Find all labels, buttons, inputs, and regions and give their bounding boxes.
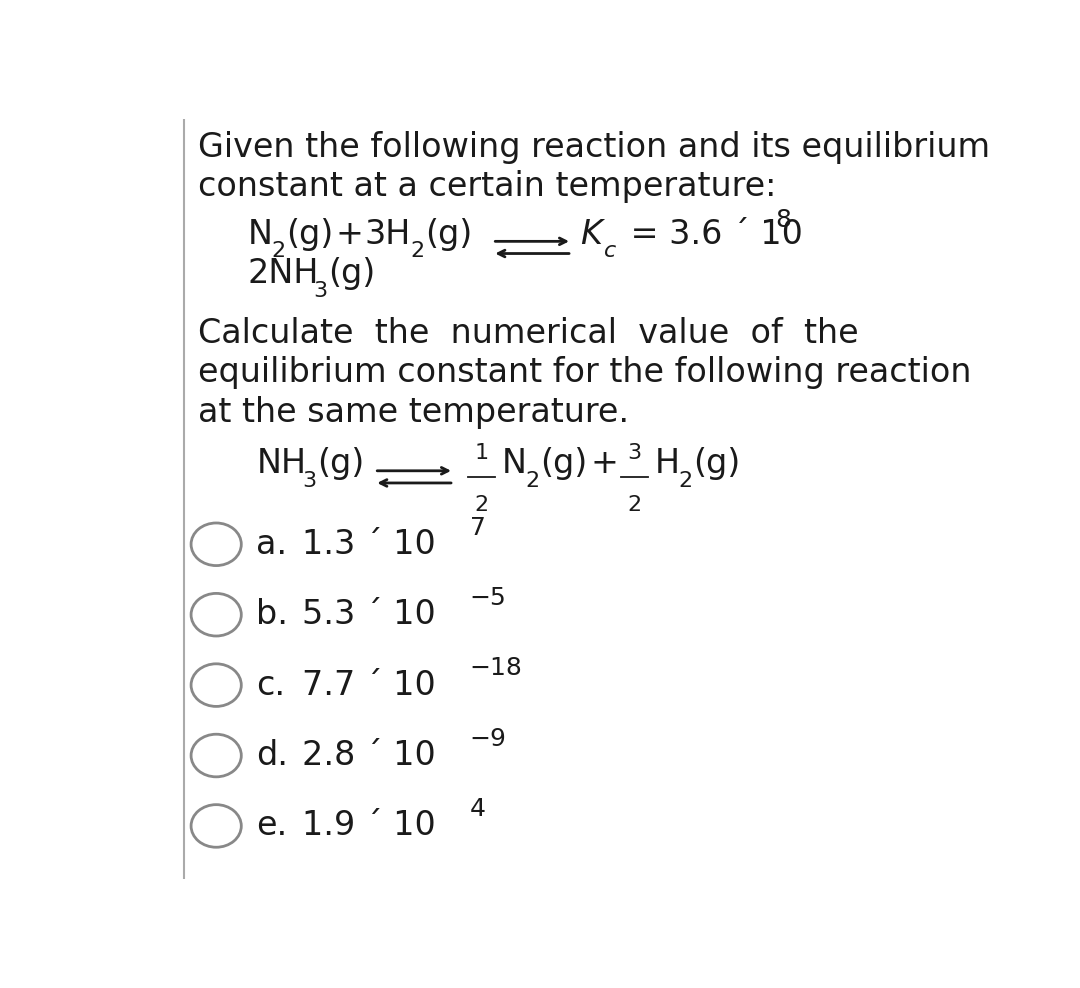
Text: constant at a certain temperature:: constant at a certain temperature: <box>198 170 777 204</box>
Text: 3: 3 <box>302 470 316 491</box>
Text: +: + <box>335 217 363 251</box>
Text: (g): (g) <box>286 217 334 251</box>
Text: 8: 8 <box>775 207 792 232</box>
Text: a.: a. <box>256 528 287 561</box>
Text: Given the following reaction and its equilibrium: Given the following reaction and its equ… <box>198 130 990 164</box>
Text: 2: 2 <box>474 495 488 515</box>
Text: c.: c. <box>256 669 285 701</box>
Text: 2: 2 <box>678 470 692 491</box>
Text: NH: NH <box>256 448 307 480</box>
Text: 3: 3 <box>313 281 327 301</box>
Text: d.: d. <box>256 739 288 772</box>
Text: at the same temperature.: at the same temperature. <box>198 395 629 429</box>
Text: −5: −5 <box>470 586 507 610</box>
Text: c: c <box>604 241 616 261</box>
Text: 3: 3 <box>627 443 642 462</box>
Text: (g): (g) <box>328 257 376 290</box>
Text: Calculate  the  numerical  value  of  the: Calculate the numerical value of the <box>198 316 859 350</box>
Text: N: N <box>248 217 273 251</box>
Text: −18: −18 <box>470 656 523 681</box>
Text: K: K <box>580 217 603 251</box>
Text: −9: −9 <box>470 727 507 751</box>
Text: +: + <box>591 448 618 480</box>
Text: 1.9 ´ 10: 1.9 ´ 10 <box>302 809 436 843</box>
Text: 1: 1 <box>474 443 488 462</box>
Text: 2: 2 <box>525 470 539 491</box>
Text: (g): (g) <box>540 448 588 480</box>
Text: (g): (g) <box>318 448 365 480</box>
Text: 2NH: 2NH <box>248 257 320 290</box>
Text: 5.3 ´ 10: 5.3 ´ 10 <box>302 598 436 631</box>
Text: equilibrium constant for the following reaction: equilibrium constant for the following r… <box>198 356 971 389</box>
Text: 2: 2 <box>627 495 642 515</box>
Text: e.: e. <box>256 809 287 843</box>
Text: H: H <box>654 448 679 480</box>
Text: N: N <box>501 448 527 480</box>
Text: 2.8 ´ 10: 2.8 ´ 10 <box>302 739 436 772</box>
Text: 1.3 ´ 10: 1.3 ´ 10 <box>302 528 436 561</box>
Text: 2: 2 <box>271 241 285 261</box>
Text: 3H: 3H <box>364 217 410 251</box>
Text: 7: 7 <box>470 516 486 539</box>
Text: 4: 4 <box>470 797 486 821</box>
Text: 2: 2 <box>410 241 424 261</box>
Text: 7.7 ´ 10: 7.7 ´ 10 <box>302 669 436 701</box>
Text: b.: b. <box>256 598 288 631</box>
Text: = 3.6 ´ 10: = 3.6 ´ 10 <box>620 217 804 251</box>
Text: (g): (g) <box>693 448 741 480</box>
Text: (g): (g) <box>426 217 473 251</box>
